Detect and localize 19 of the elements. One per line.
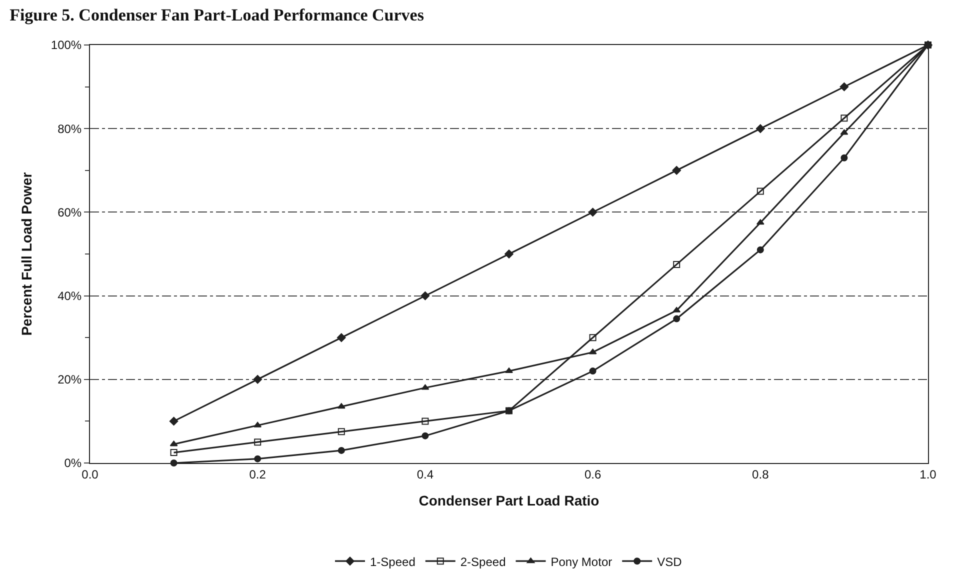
y-tick-label: 100% [50,38,82,52]
y-tick-label: 0% [64,456,82,470]
y-axis-title: Percent Full Load Power [18,172,34,336]
x-tick-label: 1.0 [920,467,937,482]
y-tick-label: 20% [58,372,82,387]
x-tick-label: 0.2 [249,467,266,482]
y-tick-label: 40% [58,289,82,303]
x-tick-label: 0.0 [82,467,99,482]
x-axis-title: Condenser Part Load Ratio [418,492,600,509]
x-tick-label: 0.6 [584,467,602,482]
legend-label: VSD [657,554,682,569]
legend-label: 2-Speed [460,554,506,569]
chart-title: Figure 5. Condenser Fan Part-Load Performance Curves [10,6,424,25]
y-tick-label: 80% [58,122,82,136]
legend-label: 1-Speed [370,554,416,569]
x-tick-label: 0.8 [752,467,770,482]
legend-label: Pony Motor [550,554,612,569]
x-tick-label: 0.4 [416,467,434,482]
y-tick-label: 60% [58,205,82,220]
